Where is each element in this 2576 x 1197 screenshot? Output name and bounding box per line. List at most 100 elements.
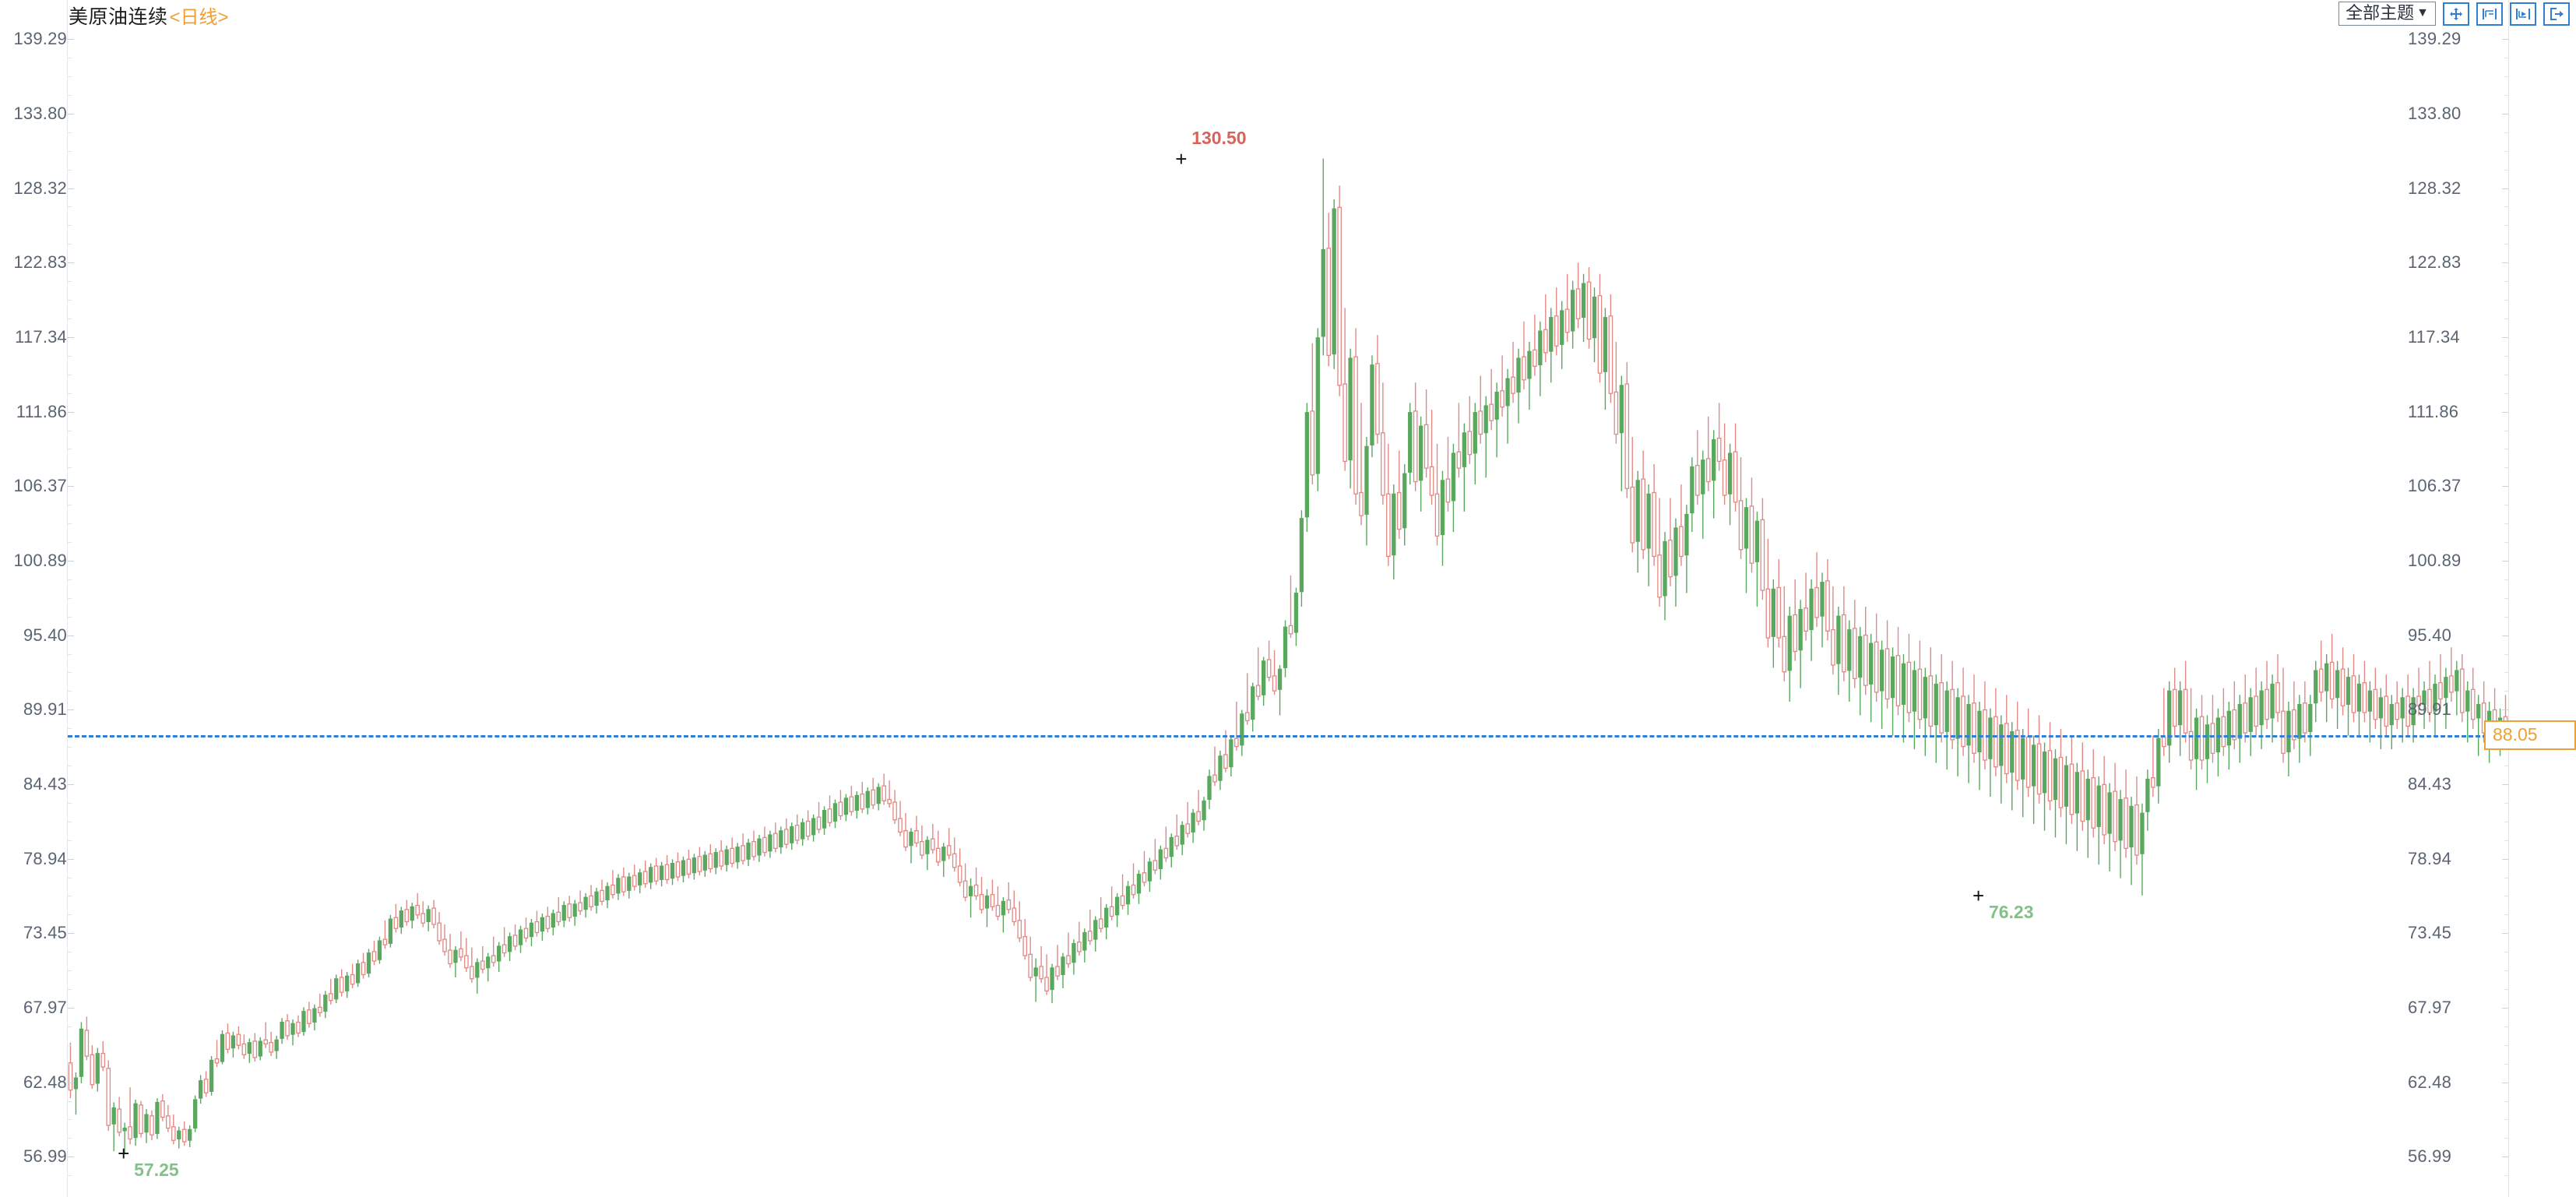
candle-body [642, 871, 648, 885]
candle-body [2031, 745, 2036, 787]
axis-tick-minor [2504, 1026, 2508, 1027]
candle-body [790, 826, 794, 843]
y-axis-label-right: 106.37 [2408, 476, 2462, 496]
candle-body [410, 906, 414, 921]
candle-body [2210, 723, 2215, 754]
candle-body [931, 838, 935, 850]
candle-body [2124, 797, 2128, 849]
candle-body [2205, 724, 2210, 759]
candle-body [529, 922, 534, 938]
axis-tick-minor [68, 1026, 72, 1027]
axis-tick [2502, 783, 2508, 785]
crosshair-move-icon[interactable] [2443, 2, 2469, 26]
candle-body [1820, 582, 1825, 617]
candle-body [1804, 607, 1808, 632]
axis-tick-minor [68, 132, 72, 133]
candle-body [876, 787, 881, 804]
candle-body [1668, 539, 1673, 578]
candle-body [773, 833, 778, 849]
candle-body [68, 1062, 73, 1091]
fit-vertical-icon[interactable] [2476, 2, 2503, 26]
candle-body [1234, 738, 1239, 748]
candle-body [1114, 896, 1120, 916]
exit-icon[interactable] [2543, 2, 2570, 26]
current-price-label[interactable]: 88.05 [2484, 720, 2576, 750]
candle-body [1402, 473, 1407, 529]
fit-horizontal-icon[interactable] [2510, 2, 2536, 26]
candle-body [1413, 410, 1418, 483]
candle-body [1901, 663, 1906, 706]
axis-tick [2502, 933, 2508, 935]
candle-body [1549, 317, 1554, 352]
candle-body [1163, 847, 1169, 859]
candle-body [757, 838, 762, 856]
axis-tick-minor [68, 1044, 72, 1046]
candle-body [475, 962, 480, 978]
candle-body [1624, 383, 1630, 489]
candle-body [296, 1021, 301, 1034]
candle-body [832, 803, 838, 822]
candle-body [1408, 412, 1413, 473]
axis-tick-minor [68, 300, 72, 301]
candle-body [681, 860, 686, 876]
axis-tick [68, 933, 74, 935]
candle-body [962, 880, 968, 898]
candle-body [816, 816, 822, 830]
candle-body [1619, 385, 1624, 434]
candle-body [198, 1080, 203, 1099]
candle-body [1608, 315, 1614, 394]
candle-body [448, 949, 452, 965]
candle-body [2324, 663, 2329, 692]
y-axis-label-right: 56.99 [2408, 1146, 2452, 1167]
candle-body [2438, 681, 2443, 700]
candle-body [1527, 350, 1532, 379]
candle-body [822, 810, 827, 829]
candle-body [2335, 670, 2340, 699]
candle-body [220, 1033, 225, 1062]
candle-body [1955, 697, 1960, 739]
y-axis-label-left: 84.43 [23, 773, 67, 794]
candle-body [1299, 518, 1304, 593]
axis-tick [2502, 635, 2508, 636]
candle-body [638, 872, 642, 885]
candle-body [995, 904, 1001, 917]
candle-body [1375, 363, 1380, 435]
candle-body [1765, 588, 1771, 639]
candle-body [307, 1009, 311, 1024]
candle-body [1169, 836, 1174, 857]
axis-tick [68, 635, 74, 636]
candle-body [1999, 724, 2004, 766]
candle-body [702, 854, 707, 871]
candle-body [106, 1068, 111, 1126]
candle-body [2340, 668, 2345, 706]
candle-body [312, 1008, 317, 1023]
candle-body [762, 836, 767, 854]
candle-body [1782, 635, 1787, 673]
candle-body [2156, 738, 2161, 787]
candle-body [339, 977, 344, 993]
candle-body [1814, 586, 1819, 618]
candle-body [1500, 390, 1504, 408]
candle-body [1098, 918, 1103, 929]
candle-body [122, 1128, 127, 1132]
candle-body [415, 904, 421, 916]
candle-body [2329, 661, 2335, 700]
candle-body [882, 785, 886, 801]
candle-body [1939, 681, 1944, 734]
candlestick-plot[interactable] [68, 0, 2508, 1197]
candle-body [144, 1114, 149, 1133]
candle-body [1061, 956, 1065, 975]
axis-tick [68, 1007, 74, 1009]
candle-body [1760, 519, 1765, 591]
candle-body [1244, 712, 1250, 722]
y-axis-label-left: 95.40 [23, 625, 67, 645]
theme-dropdown[interactable]: 全部主题 ▼ [2338, 2, 2436, 26]
axis-tick [2502, 411, 2508, 413]
candle-body [464, 955, 469, 969]
y-axis-label-left: 56.99 [23, 1146, 67, 1167]
candle-body [649, 867, 653, 883]
candle-body [1473, 412, 1477, 454]
candle-body [2129, 805, 2134, 848]
candle-body [1158, 849, 1163, 869]
